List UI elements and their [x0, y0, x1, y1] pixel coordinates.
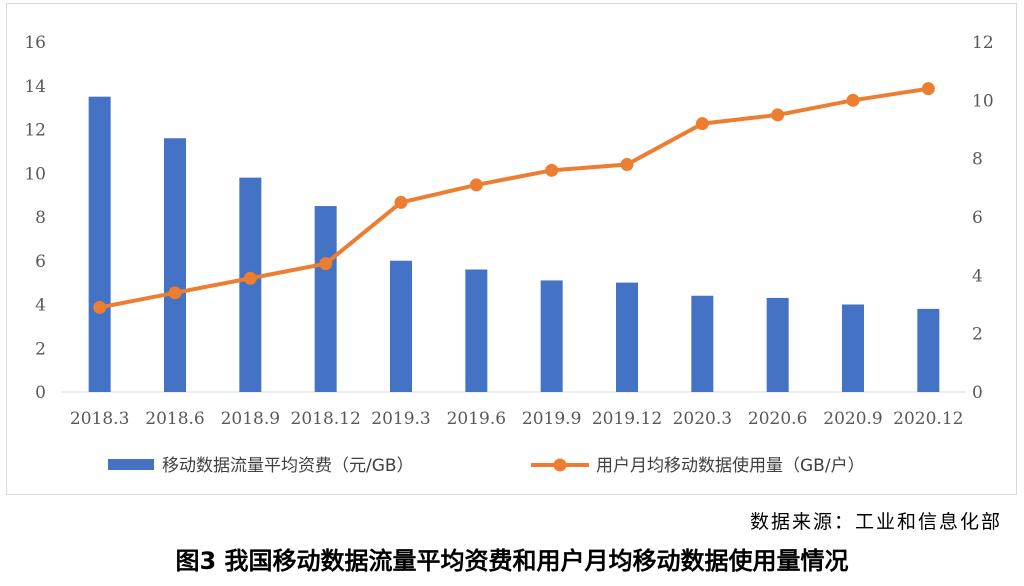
x-tick-label: 2018.9 [221, 409, 280, 429]
x-tick-label: 2018.12 [291, 409, 361, 429]
line-point [545, 163, 559, 177]
y-left-tick-label: 0 [35, 383, 46, 403]
line-point [319, 257, 333, 271]
x-tick-label: 2019.12 [592, 409, 662, 429]
bar [88, 96, 111, 392]
bar [917, 308, 940, 392]
legend-label-line: 用户月均移动数据使用量（GB/户） [596, 455, 865, 476]
x-tick-label: 2020.12 [893, 409, 963, 429]
line-point [243, 271, 257, 285]
line-point [93, 300, 107, 314]
line-point [846, 93, 860, 107]
legend-swatch-bar [108, 459, 154, 470]
y-left-tick-label: 6 [35, 252, 46, 272]
figure-caption: 图3 我国移动数据流量平均资费和用户月均移动数据使用量情况 [175, 547, 849, 575]
y-left-tick-label: 10 [24, 164, 46, 184]
line-point [921, 82, 935, 96]
y-right-tick-label: 10 [972, 91, 994, 111]
line-point [168, 286, 182, 300]
x-tick-label: 2019.9 [522, 409, 581, 429]
y-right-tick-label: 4 [972, 266, 983, 286]
bar [616, 282, 638, 392]
chart: 0 2 4 6 8 10 12 14 16 0 2 4 6 8 10 12 2018.3 2018.6 2018.9… [24, 33, 994, 476]
y-left-tick-label: 16 [24, 33, 46, 53]
bar [465, 269, 488, 392]
line-point [620, 158, 634, 171]
y-left-tick-label: 12 [24, 121, 46, 141]
bar [766, 297, 789, 392]
x-tick-label: 2020.9 [823, 409, 882, 429]
x-tick-label: 2019.6 [447, 409, 506, 429]
bar [540, 280, 563, 392]
bar [314, 206, 337, 392]
x-tick-label: 2018.3 [70, 409, 129, 429]
line-point [771, 108, 785, 122]
x-tick-label: 2020.3 [673, 409, 732, 429]
x-tick-label: 2018.6 [145, 409, 204, 429]
bar [691, 295, 714, 392]
x-tick-label: 2020.6 [748, 409, 807, 429]
bar [239, 177, 262, 392]
data-source: 数据来源：工业和信息化部 [749, 511, 1002, 533]
bar [390, 260, 412, 392]
y-left-tick-label: 4 [35, 296, 46, 316]
series-line [99, 86, 929, 310]
legend-swatch-marker [553, 458, 567, 472]
y-left-tick-label: 8 [35, 208, 46, 228]
bar [842, 304, 864, 392]
y-right-tick-label: 8 [972, 150, 983, 170]
y-right-tick-label: 0 [972, 383, 983, 403]
y-left-tick-label: 2 [35, 339, 46, 359]
line-point [695, 117, 709, 131]
y-left-tick-label: 14 [24, 77, 46, 97]
bar [164, 138, 186, 392]
y-right-tick-label: 2 [972, 325, 983, 345]
legend-label-bar: 移动数据流量平均资费（元/GB） [162, 456, 414, 476]
y-right-tick-label: 12 [972, 33, 994, 53]
x-tick-label: 2019.3 [371, 409, 430, 429]
line-point [394, 195, 408, 209]
line-point [469, 178, 483, 192]
y-right-tick-label: 6 [972, 208, 983, 228]
